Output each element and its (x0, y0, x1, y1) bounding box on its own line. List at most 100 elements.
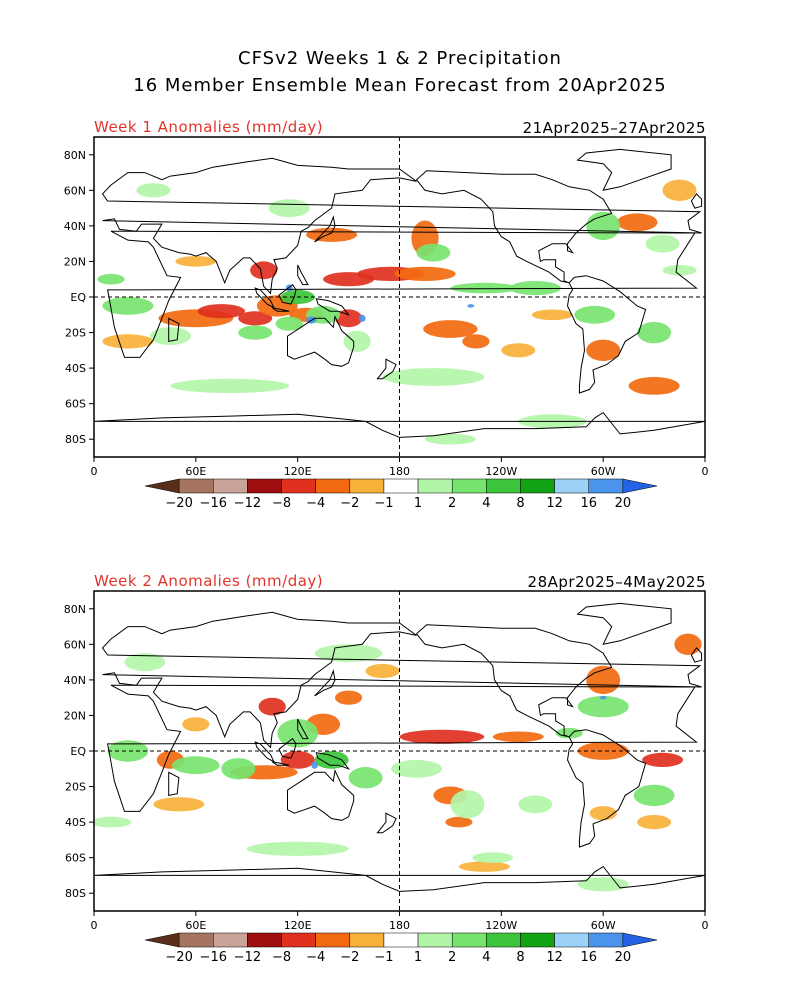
week1-anomaly-region (102, 334, 154, 349)
week1-lon-label: 120W (485, 465, 517, 478)
week2-anomaly-region (450, 790, 485, 819)
week2-colorbar-swatch (178, 932, 214, 948)
week2-anomaly-region (314, 644, 383, 663)
week2-anomaly-region (458, 861, 510, 872)
week2-lat-label: 60N (64, 638, 86, 651)
week1-anomaly-region (662, 179, 697, 201)
week1-colorbar-swatch (178, 478, 214, 494)
week1-anomaly-region (424, 433, 476, 445)
week2-coast-newguinea (315, 752, 351, 770)
week1-anomaly-region (97, 273, 125, 285)
week1-lat-label: 80N (64, 149, 86, 162)
week2-anomaly-region (124, 653, 166, 671)
week1-anomaly-region (136, 183, 171, 198)
week2-anomaly-region (94, 816, 132, 828)
week2-colorbar-swatch (383, 932, 419, 948)
week2-anomaly-region (221, 758, 256, 780)
week2-colorbar-swatch (247, 932, 282, 948)
week1-colorbar-label: 20 (615, 496, 632, 511)
week2-colorbar-swatch (281, 932, 316, 948)
week1-lon-label: 60E (185, 465, 206, 478)
week2-colorbar-swatch (588, 932, 624, 948)
week1-coast-northamerica (415, 170, 613, 284)
week2-colorbar-swatch (554, 932, 589, 948)
week2-colorbar-arrow-right (622, 932, 658, 948)
week2-colorbar-label: 16 (580, 950, 597, 965)
week1-anomaly-region (250, 261, 278, 280)
week2-coast-philippines (297, 718, 309, 740)
week1-colorbar-swatch (554, 478, 589, 494)
week2-lat-label: EQ (70, 745, 86, 758)
week2-lat-label: 60S (65, 852, 86, 865)
week1-lat-label: 40N (64, 220, 86, 233)
week1-colorbar-swatch (417, 478, 453, 494)
week1-anomaly-region (574, 305, 616, 324)
week2-colorbar-label: −12 (234, 950, 261, 965)
week2-coast-greenland (576, 602, 672, 645)
week1-anomaly-region (462, 334, 490, 349)
week1-colorbar: −20 −16 −12 −8 −4 −2 −1 1 2 4 8 12 16 20 (144, 478, 658, 511)
week1-anomaly-region (394, 266, 456, 281)
week2-lat-label: 40N (64, 674, 86, 687)
week1-colorbar-label: −2 (340, 496, 359, 511)
week2-anomaly-region (280, 751, 315, 769)
week2-anomaly-region (577, 877, 629, 892)
week1-colorbar-arrow-left (144, 478, 180, 494)
week1-coast-southamerica (566, 275, 647, 394)
week2-lon-label: 0 (702, 919, 709, 932)
week2-colorbar-label: 1 (414, 950, 422, 965)
week1-anomaly-region (531, 309, 573, 321)
week2-colorbar-swatch (417, 932, 453, 948)
week2-colorbar-swatch (486, 932, 521, 948)
week1-colorbar-label: 2 (448, 496, 456, 511)
week2-colorbar-swatch (451, 932, 487, 948)
week1-colorbar-label: −1 (374, 496, 393, 511)
week1-coast-java (271, 307, 290, 312)
week1-colorbar-swatch (520, 478, 555, 494)
week2-colorbar-label: −1 (374, 950, 393, 965)
week2-colorbar-swatch (520, 932, 555, 948)
week2-coast-antarctica (94, 865, 705, 892)
week1-colorbar-label: −4 (306, 496, 325, 511)
week1-coast-japan (314, 215, 336, 243)
week2-heading: Week 2 Anomalies (mm/day) (94, 572, 324, 590)
week1-anomaly-region (102, 297, 154, 315)
week2-lon-label: 60E (185, 919, 206, 932)
week2-anomaly-region (642, 752, 683, 767)
week2-anomaly-region (518, 795, 553, 814)
week2-lon-label: 180 (389, 919, 410, 932)
week2-coast-northamerica (415, 624, 613, 738)
week1-anomaly-region (306, 227, 358, 242)
week1-colorbar-swatch (349, 478, 385, 494)
week2-colorbar-swatch (315, 932, 351, 948)
week1-dates: 21Apr2025–27Apr2025 (522, 119, 706, 137)
week1-colorbar-swatch (486, 478, 521, 494)
week2-anomaly-region (311, 761, 318, 769)
week2-lat-label: 20N (64, 709, 86, 722)
week2-coast-uk (690, 647, 703, 663)
week2-anomaly-region (589, 806, 617, 821)
week2-anomaly-region (277, 719, 319, 748)
week1-lat-label: 60N (64, 184, 86, 197)
week1-colorbar-swatch (281, 478, 316, 494)
week2-coast-southamerica (566, 729, 647, 848)
week1-lon-label: 180 (389, 465, 410, 478)
week2-lon-label: 60W (591, 919, 616, 932)
week1-coast-philippines (297, 264, 309, 286)
week1-anomaly-region (343, 330, 371, 353)
week2-coast-australia (287, 768, 355, 821)
week1-anomaly-region (197, 304, 246, 319)
week1-colorbar-arrow-right (622, 478, 658, 494)
week1-coast-newguinea (315, 298, 351, 316)
week1-anomaly-region (637, 321, 672, 344)
week1-colorbar-label: −8 (272, 496, 291, 511)
chart-title-line2: 16 Member Ensemble Mean Forecast from 20… (133, 75, 667, 96)
week1-anomaly-region (501, 343, 536, 358)
week2-anomaly-region (599, 695, 607, 700)
week1-colorbar-label: 16 (580, 496, 597, 511)
week2-dates: 28Apr2025–4May2025 (527, 573, 706, 591)
week2-coast-borneo (278, 737, 297, 759)
week2-anomaly-region (492, 731, 544, 743)
